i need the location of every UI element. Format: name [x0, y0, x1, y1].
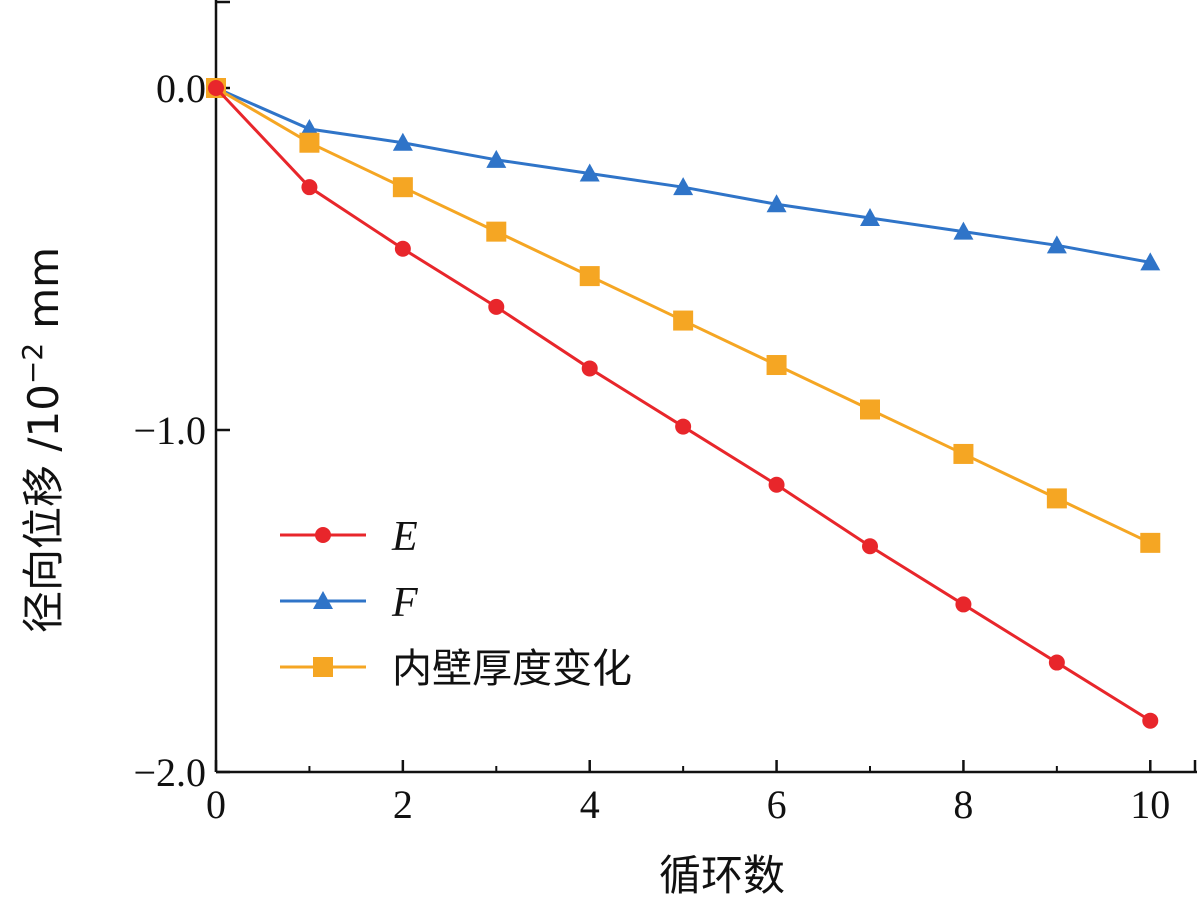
data-point: [486, 149, 507, 168]
data-point: [860, 399, 880, 420]
legend-item: E: [280, 514, 418, 560]
data-point: [1142, 712, 1159, 729]
data-point: [673, 177, 694, 196]
data-point: [860, 207, 880, 226]
series-e: [208, 80, 1159, 729]
legend-item: F: [280, 580, 418, 626]
y-axis-title-exponent: −2: [16, 343, 49, 384]
data-point: [862, 538, 878, 555]
x-tick-label: 6: [767, 782, 787, 827]
data-point: [1046, 235, 1067, 254]
data-point: [208, 80, 224, 96]
data-point: [768, 476, 785, 493]
data-point: [955, 596, 972, 613]
data-point: [579, 163, 600, 182]
legend-swatch-marker: [313, 591, 333, 609]
axes: [214, 0, 1197, 774]
legend-label: F: [391, 580, 418, 626]
data-point: [1140, 532, 1161, 553]
series-f: [206, 78, 1161, 271]
x-tick-label: 2: [393, 782, 413, 827]
y-axis-title: 径向位移 /10−2 mm: [16, 247, 68, 633]
y-tick-label: 0.0: [156, 66, 206, 111]
legend-swatch-marker: [313, 657, 333, 677]
legend-label: E: [391, 514, 418, 560]
y-tick-label: −2.0: [133, 750, 206, 795]
y-tick-label: −1.0: [133, 408, 206, 453]
data-point: [675, 418, 692, 435]
data-point: [301, 179, 318, 196]
data-point: [486, 221, 507, 242]
y-axis-title-main: 径向位移 /10: [19, 384, 68, 633]
x-tick-label: 0: [206, 782, 226, 827]
series-layer: [206, 78, 1161, 729]
legend-swatch-marker: [315, 527, 331, 543]
x-axis-title: 循环数: [659, 851, 785, 900]
x-tick-label: 4: [580, 782, 600, 827]
legend-label: 内壁厚度变化: [392, 646, 632, 692]
data-point: [299, 132, 320, 153]
data-point: [579, 266, 600, 287]
svg-text:径向位移 /10−2mm: 径向位移 /10−2 mm: [16, 247, 68, 633]
legend: EF 内壁厚度变化: [280, 514, 632, 692]
data-point: [953, 221, 974, 240]
series-wall-thickness: [206, 78, 1161, 553]
x-ticks: 0 2 4 6 8 10: [206, 760, 1170, 827]
data-point: [488, 298, 505, 315]
data-point: [673, 310, 694, 331]
data-point: [1140, 252, 1161, 271]
x-tick-label: 8: [953, 782, 973, 827]
y-axis-title-unit: mm: [19, 247, 68, 329]
data-point: [394, 240, 411, 257]
data-point: [392, 132, 413, 151]
legend-item: 内壁厚度变化: [280, 646, 632, 692]
data-point: [1048, 654, 1065, 671]
x-tick-label: 10: [1130, 782, 1170, 827]
series-line: [215, 86, 1151, 264]
data-point: [581, 360, 598, 377]
y-ticks: 0.0 −1.0 −2.0: [133, 66, 230, 795]
data-point: [953, 443, 974, 464]
data-point: [1046, 488, 1067, 509]
data-point: [766, 194, 787, 213]
data-point: [392, 177, 413, 198]
data-point: [766, 355, 787, 376]
data-point: [299, 119, 320, 138]
